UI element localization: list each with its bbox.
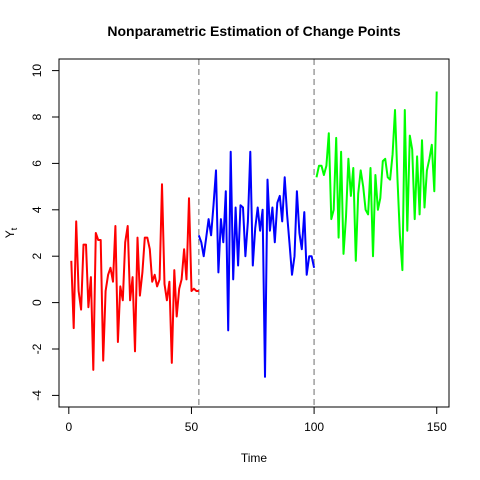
y-tick-label-8: 8 bbox=[30, 113, 44, 120]
y-tick-label-10: 10 bbox=[30, 64, 44, 78]
y-axis-label-subscript: t bbox=[9, 227, 19, 230]
y-axis-label-main: Y bbox=[3, 230, 17, 238]
series-group bbox=[70, 91, 438, 378]
y-tick-label-0: 0 bbox=[30, 299, 44, 306]
y-tick-label-6: 6 bbox=[30, 160, 44, 167]
series-line-3 bbox=[315, 91, 438, 272]
y-axis-label: Yt bbox=[3, 227, 19, 238]
x-tick-label-150: 150 bbox=[427, 420, 447, 434]
x-tick-label-50: 50 bbox=[185, 420, 199, 434]
y-tick-label--2: -2 bbox=[30, 343, 44, 354]
y-tick-label--4: -4 bbox=[30, 390, 44, 401]
change-point-lines bbox=[198, 59, 315, 407]
chart-title: Nonparametric Estimation of Change Point… bbox=[107, 23, 400, 39]
y-tick-label-2: 2 bbox=[30, 253, 44, 260]
x-tick-label-0: 0 bbox=[65, 420, 72, 434]
x-axis-label: Time bbox=[241, 451, 268, 465]
y-tick-label-4: 4 bbox=[30, 206, 44, 213]
series-line-1 bbox=[70, 183, 199, 371]
x-axis: 0 50 100 150 bbox=[65, 406, 447, 434]
x-tick-label-100: 100 bbox=[304, 420, 324, 434]
series-line-2 bbox=[197, 150, 316, 378]
y-axis: -4 -2 0 2 4 6 8 10 bbox=[30, 64, 60, 401]
